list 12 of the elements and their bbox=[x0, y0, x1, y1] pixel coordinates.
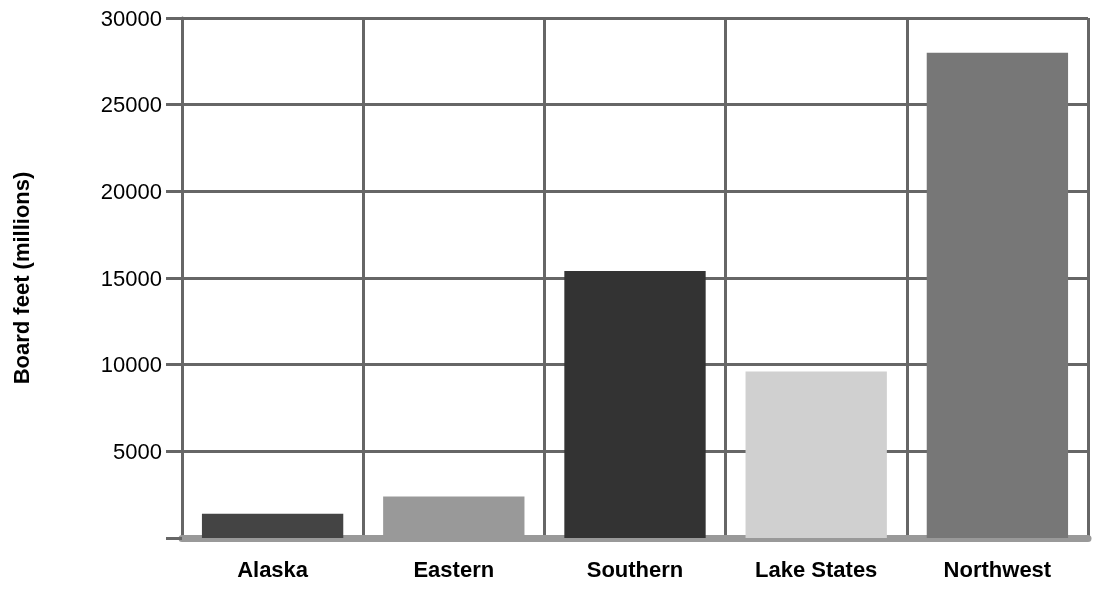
y-tick-label: 10000 bbox=[100, 352, 162, 378]
y-tick-label: 25000 bbox=[100, 92, 162, 118]
x-tick-label: Alaska bbox=[237, 556, 309, 582]
x-tick-label: Northwest bbox=[943, 556, 1052, 582]
y-tick-label: 30000 bbox=[100, 5, 162, 31]
y-axis-title: Board feet (millions) bbox=[8, 171, 34, 385]
y-tick-label: 15000 bbox=[100, 265, 162, 291]
x-tick-label: Lake States bbox=[755, 556, 878, 582]
y-tick-label: 5000 bbox=[113, 438, 162, 464]
y-tick-label: 20000 bbox=[100, 178, 162, 204]
x-tick-label: Southern bbox=[586, 556, 684, 582]
x-tick-label: Eastern bbox=[413, 556, 495, 582]
